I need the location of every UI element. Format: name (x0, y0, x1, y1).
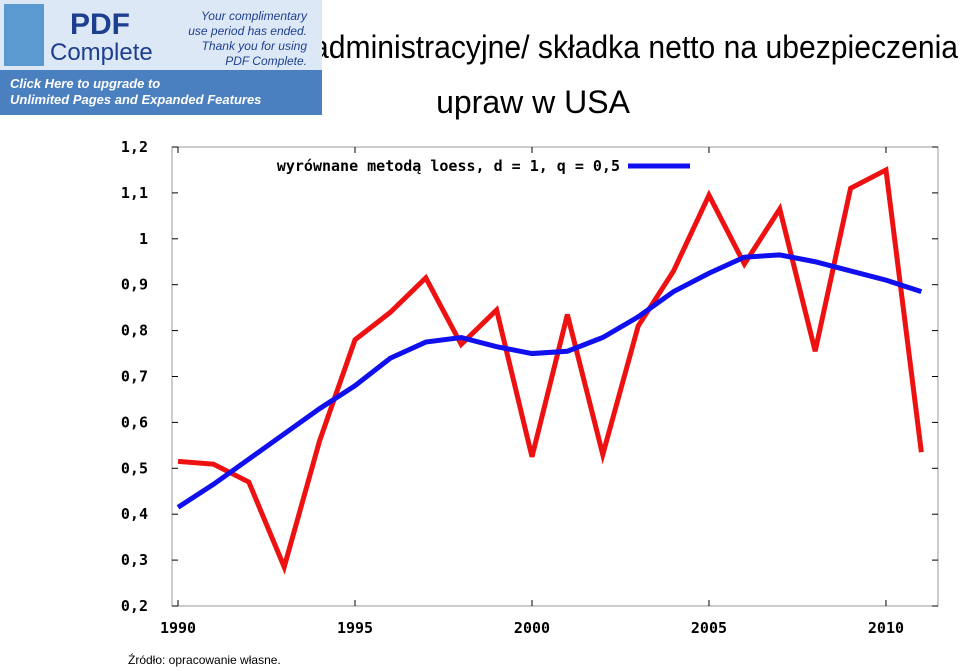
plot-frame (171, 146, 939, 607)
series-line (176, 252, 923, 510)
y-tick-label: 1 (139, 230, 148, 248)
y-tick-label: 0,7 (121, 368, 148, 386)
y-tick-label: 1,2 (121, 138, 148, 156)
y-tick-label: 0,8 (121, 322, 148, 340)
banner-notice: Your complimentary (201, 9, 308, 23)
x-tick-label: 2005 (691, 619, 727, 637)
x-tick-label: 2000 (514, 619, 550, 637)
banner-notice: PDF Complete. (225, 54, 307, 68)
x-tick-label: 1990 (160, 619, 196, 637)
banner-icon (4, 4, 44, 66)
legend-label: wyrównane metodą loess, d = 1, q = 0,5 (277, 157, 620, 175)
y-tick-label: 0,6 (121, 413, 148, 431)
y-tick-label: 0,2 (121, 597, 148, 615)
banner-notice: use period has ended. (188, 24, 307, 38)
x-tick-label: 2010 (868, 619, 904, 637)
banner-top (0, 0, 322, 70)
banner-notice: Thank you for using (202, 39, 308, 53)
y-tick-label: 0,9 (121, 276, 148, 294)
banner-logo: Complete (50, 39, 153, 66)
banner-upgrade[interactable]: Unlimited Pages and Expanded Features (10, 92, 261, 107)
y-tick-label: 0,5 (121, 459, 148, 477)
y-tick-label: 0,3 (121, 551, 148, 569)
y-tick-label: 1,1 (121, 184, 148, 202)
banner-upgrade[interactable]: Click Here to upgrade to (10, 76, 160, 91)
chart-title: administracyjne/ składka netto na ubezpi… (312, 29, 958, 65)
banner-logo: PDF (70, 8, 130, 41)
source: Źródło: opracowanie własne. (128, 652, 281, 667)
x-tick-label: 1995 (337, 619, 373, 637)
series-line (177, 166, 924, 575)
y-tick-label: 0,4 (121, 505, 148, 523)
chart-title: upraw w USA (436, 84, 631, 120)
banner[interactable]: PDF Complete Your complimentary use peri… (0, 0, 322, 115)
